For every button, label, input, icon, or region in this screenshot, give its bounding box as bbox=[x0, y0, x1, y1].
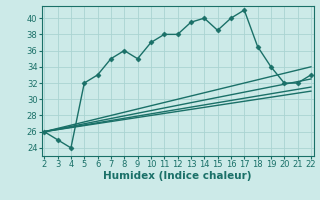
X-axis label: Humidex (Indice chaleur): Humidex (Indice chaleur) bbox=[103, 171, 252, 181]
